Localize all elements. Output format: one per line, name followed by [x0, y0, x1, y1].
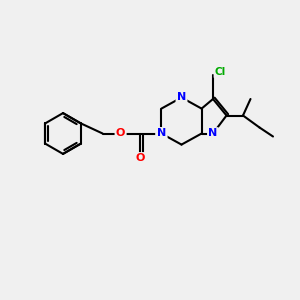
Text: N: N: [177, 92, 186, 103]
Text: N: N: [157, 128, 166, 139]
Text: O: O: [116, 128, 125, 139]
Text: N: N: [157, 128, 166, 139]
Text: N: N: [208, 128, 217, 139]
Text: Cl: Cl: [215, 67, 226, 77]
Text: O: O: [136, 153, 145, 164]
